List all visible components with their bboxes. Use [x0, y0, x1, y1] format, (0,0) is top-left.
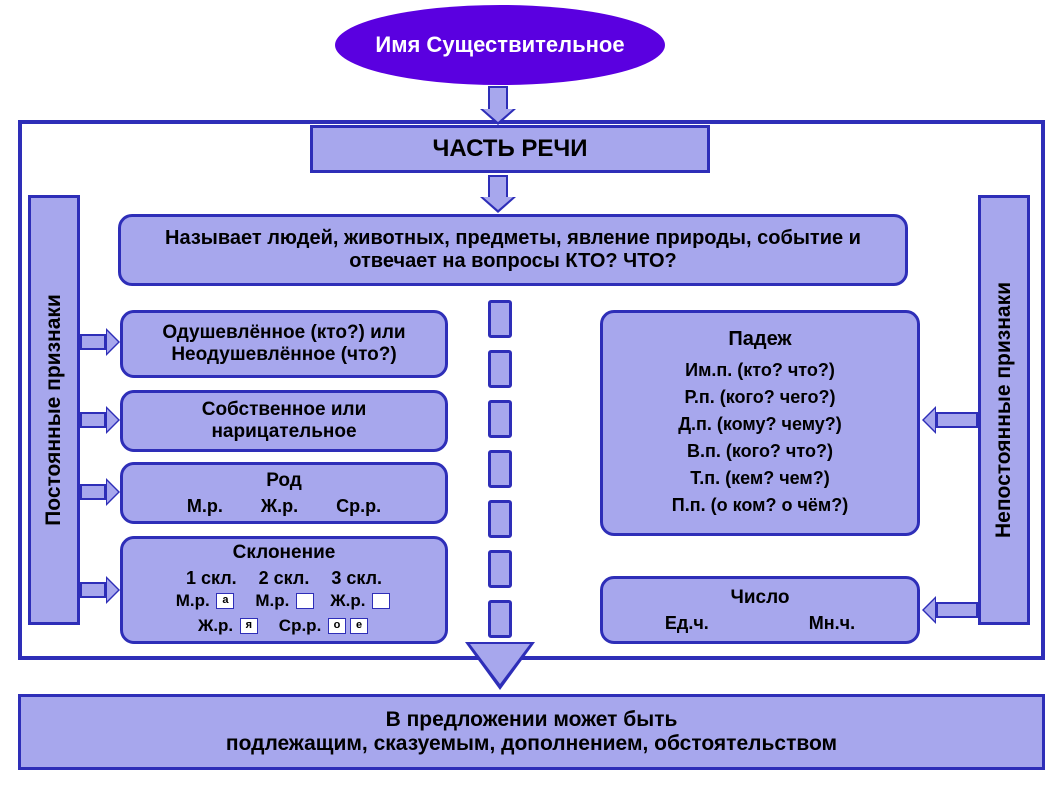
gender-box: Род М.р. Ж.р. Ср.р.	[120, 462, 448, 524]
case-v: В.п. (кого? что?)	[687, 438, 833, 465]
case-box: Падеж Им.п. (кто? что?) Р.п. (кого? чего…	[600, 310, 920, 536]
decl-r2b: М.р.	[255, 591, 289, 610]
decl-tag-o: о	[328, 618, 346, 634]
describes-box: Называет людей, животных, предметы, явле…	[118, 214, 908, 286]
decl-r3b: Ср.р.	[279, 616, 322, 635]
gender-m: М.р.	[187, 496, 223, 517]
part-of-speech-box: ЧАСТЬ РЕЧИ	[310, 125, 710, 173]
decl-1: 1 скл.	[186, 568, 237, 589]
decl-tag-e: е	[350, 618, 368, 634]
decl-tag-ya: я	[240, 618, 258, 634]
case-r: Р.п. (кого? чего?)	[685, 384, 836, 411]
decl-r2c: Ж.р.	[330, 591, 365, 610]
decl-tag-a: а	[216, 593, 234, 609]
declension-title: Склонение	[233, 542, 336, 564]
decl-tag-empty2	[372, 593, 390, 609]
syntax-role-box: В предложении может быть подлежащим, ска…	[18, 694, 1045, 770]
bottom-line1: В предложении может быть	[226, 708, 837, 732]
animacy-line2: Неодушевлённое (что?)	[171, 344, 396, 366]
nonpermanent-features-label: Непостоянные признаки	[978, 195, 1030, 625]
gender-n: Ср.р.	[336, 496, 381, 517]
number-pl: Мн.ч.	[809, 613, 855, 634]
proper-line1: Собственное или	[202, 399, 367, 421]
number-box: Число Ед.ч. Мн.ч.	[600, 576, 920, 644]
permanent-features-label: Постоянные признаки	[28, 195, 80, 625]
center-arrow	[470, 300, 530, 690]
case-t: Т.п. (кем? чем?)	[690, 465, 829, 492]
proper-line2: нарицательное	[211, 421, 356, 443]
bottom-line2: подлежащим, сказуемым, дополнением, обст…	[226, 732, 837, 756]
animacy-box: Одушевлённое (кто?) или Неодушевлённое (…	[120, 310, 448, 378]
number-sg: Ед.ч.	[665, 613, 709, 634]
case-title: Падеж	[728, 328, 791, 351]
case-d: Д.п. (кому? чему?)	[678, 411, 842, 438]
case-im: Им.п. (кто? что?)	[685, 357, 835, 384]
decl-tag-empty1	[296, 593, 314, 609]
proper-box: Собственное или нарицательное	[120, 390, 448, 452]
declension-box: Склонение 1 скл. 2 скл. 3 скл. М.р. а М.…	[120, 536, 448, 644]
nonpermanent-text: Непостоянные признаки	[992, 282, 1016, 538]
title-oval: Имя Существительное	[335, 5, 665, 85]
gender-title: Род	[266, 470, 302, 492]
decl-r3a: Ж.р.	[198, 616, 233, 635]
decl-2: 2 скл.	[259, 568, 310, 589]
decl-3: 3 скл.	[331, 568, 382, 589]
gender-f: Ж.р.	[261, 496, 298, 517]
number-title: Число	[730, 587, 789, 609]
case-p: П.п. (о ком? о чём?)	[672, 492, 848, 519]
permanent-text: Постоянные признаки	[42, 294, 66, 526]
decl-r2a: М.р.	[176, 591, 210, 610]
animacy-line1: Одушевлённое (кто?) или	[162, 322, 405, 344]
